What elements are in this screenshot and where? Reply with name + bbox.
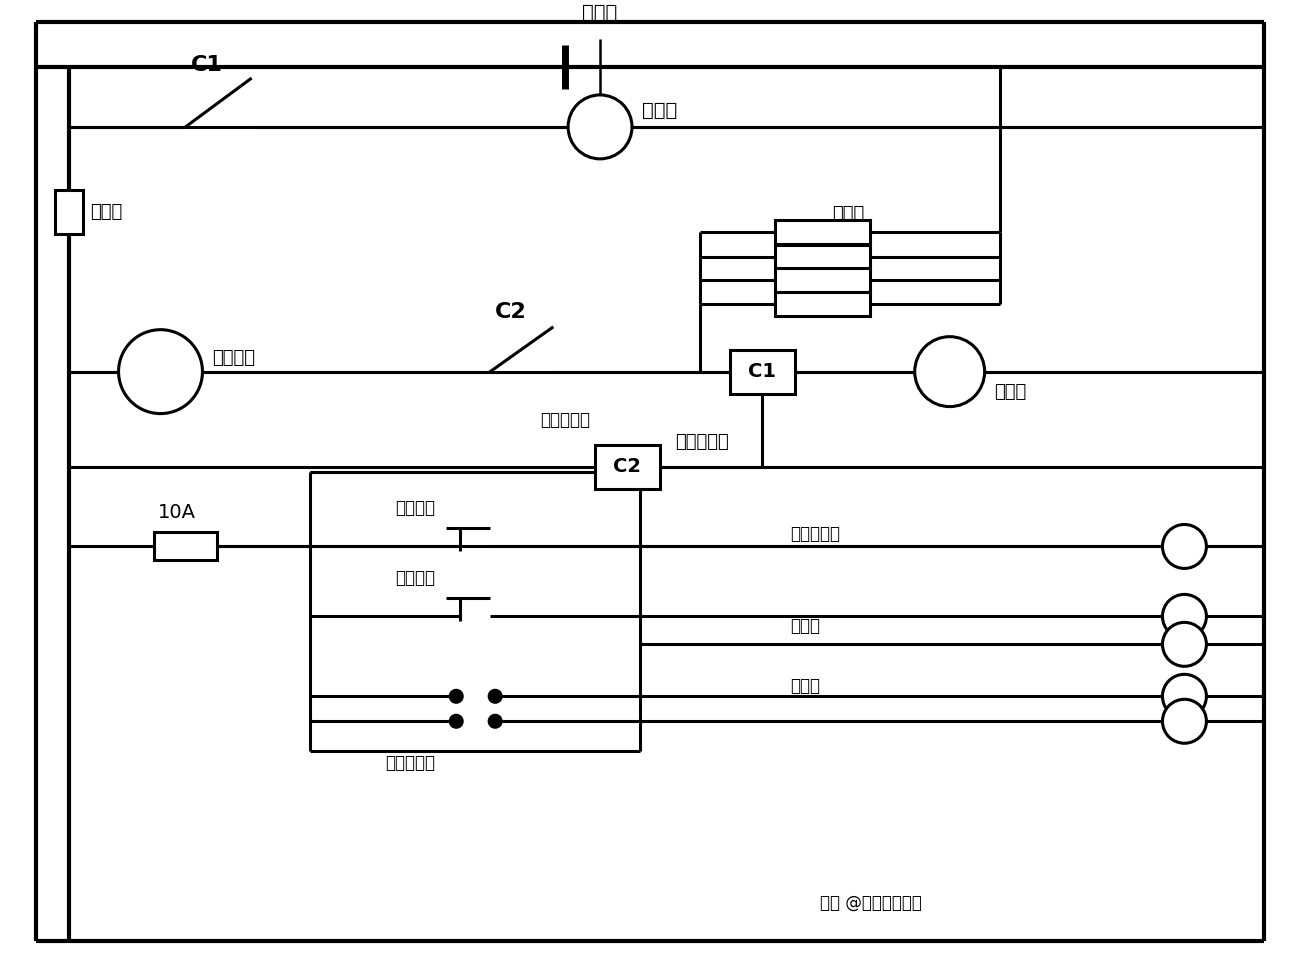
Circle shape bbox=[1163, 622, 1207, 666]
Text: 中间继电器: 中间继电器 bbox=[674, 432, 729, 451]
Bar bbox=[775, 268, 870, 291]
Text: 转向灯开关: 转向灯开关 bbox=[385, 754, 435, 772]
Text: 倒车灯: 倒车灯 bbox=[790, 618, 820, 635]
Text: C1: C1 bbox=[190, 55, 223, 75]
Text: 小时表: 小时表 bbox=[993, 383, 1026, 401]
Circle shape bbox=[450, 716, 462, 727]
Text: 启动继电器: 启动继电器 bbox=[540, 411, 590, 428]
Text: 启动开关: 启动开关 bbox=[212, 349, 255, 367]
Text: C2: C2 bbox=[613, 457, 641, 476]
Circle shape bbox=[915, 337, 984, 407]
Circle shape bbox=[490, 716, 501, 727]
Circle shape bbox=[568, 95, 631, 159]
Bar bbox=[154, 532, 217, 560]
Circle shape bbox=[1163, 524, 1207, 568]
Text: 零档指示灯: 零档指示灯 bbox=[790, 525, 840, 544]
Text: 易熔线: 易熔线 bbox=[91, 203, 122, 220]
Text: C1: C1 bbox=[747, 362, 776, 382]
Text: 零档开关: 零档开关 bbox=[396, 499, 435, 518]
Bar bbox=[595, 445, 660, 488]
Text: C2: C2 bbox=[495, 302, 527, 321]
Circle shape bbox=[450, 690, 462, 702]
Text: 蓄电池: 蓄电池 bbox=[582, 3, 617, 21]
Bar bbox=[775, 291, 870, 316]
Text: 10A: 10A bbox=[158, 503, 195, 522]
Bar bbox=[775, 245, 870, 269]
Bar bbox=[730, 350, 794, 393]
Text: 转向灯: 转向灯 bbox=[790, 678, 820, 695]
Text: 知乎 @起重运输机械: 知乎 @起重运输机械 bbox=[820, 894, 922, 912]
Bar bbox=[55, 189, 82, 234]
Circle shape bbox=[490, 690, 501, 702]
Text: 启动机: 启动机 bbox=[642, 101, 677, 120]
Bar bbox=[775, 219, 870, 244]
Circle shape bbox=[1163, 674, 1207, 719]
Circle shape bbox=[1163, 594, 1207, 638]
Text: 预热塞: 预热塞 bbox=[832, 205, 865, 222]
Circle shape bbox=[118, 330, 203, 414]
Text: 倒车开关: 倒车开关 bbox=[396, 569, 435, 587]
Circle shape bbox=[1163, 699, 1207, 743]
